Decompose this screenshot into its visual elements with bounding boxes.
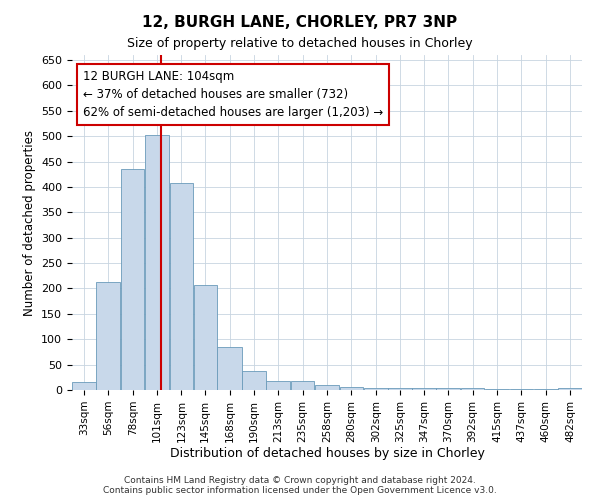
Bar: [170, 183, 193, 390]
Bar: [412, 388, 436, 390]
Bar: [266, 381, 290, 390]
Text: 12, BURGH LANE, CHORLEY, PR7 3NP: 12, BURGH LANE, CHORLEY, PR7 3NP: [142, 15, 458, 30]
Bar: [72, 382, 95, 390]
X-axis label: Distribution of detached houses by size in Chorley: Distribution of detached houses by size …: [170, 448, 484, 460]
Bar: [242, 370, 266, 390]
Bar: [315, 385, 339, 390]
Bar: [436, 388, 460, 390]
Bar: [340, 388, 363, 390]
Bar: [145, 134, 169, 390]
Y-axis label: Number of detached properties: Number of detached properties: [23, 130, 35, 316]
Bar: [461, 388, 484, 390]
Bar: [291, 381, 314, 390]
Text: Size of property relative to detached houses in Chorley: Size of property relative to detached ho…: [127, 38, 473, 51]
Bar: [559, 388, 582, 390]
Text: 12 BURGH LANE: 104sqm
← 37% of detached houses are smaller (732)
62% of semi-det: 12 BURGH LANE: 104sqm ← 37% of detached …: [83, 70, 383, 119]
Bar: [364, 388, 388, 390]
Text: Contains HM Land Registry data © Crown copyright and database right 2024.
Contai: Contains HM Land Registry data © Crown c…: [103, 476, 497, 495]
Bar: [121, 169, 144, 390]
Bar: [388, 388, 412, 390]
Bar: [217, 348, 242, 390]
Bar: [96, 282, 121, 390]
Bar: [194, 285, 217, 390]
